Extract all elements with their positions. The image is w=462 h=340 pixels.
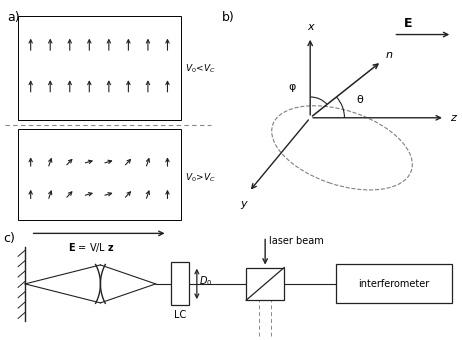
Text: laser beam: laser beam <box>269 236 324 246</box>
Text: $\mathbf{E}$: $\mathbf{E}$ <box>403 17 413 30</box>
Text: n: n <box>385 50 392 60</box>
Text: interferometer: interferometer <box>359 279 430 289</box>
Text: θ: θ <box>357 95 364 105</box>
Text: $V_0\!<\!V_C$: $V_0\!<\!V_C$ <box>185 63 216 75</box>
Text: c): c) <box>3 232 15 245</box>
Text: $\mathbf{E}$ = V/L $\mathbf{z}$: $\mathbf{E}$ = V/L $\mathbf{z}$ <box>68 241 115 254</box>
Text: φ: φ <box>288 82 296 92</box>
Bar <box>246 268 284 300</box>
Text: $V_0\!>\!V_C$: $V_0\!>\!V_C$ <box>185 172 216 184</box>
Text: y: y <box>241 199 247 209</box>
Text: z: z <box>450 113 456 123</box>
Text: b): b) <box>222 12 235 24</box>
Bar <box>18 129 181 220</box>
Bar <box>171 262 189 305</box>
Text: a): a) <box>7 12 19 24</box>
Text: x: x <box>307 22 314 32</box>
Text: LC: LC <box>174 310 186 320</box>
Text: $D_0$: $D_0$ <box>199 274 212 288</box>
Bar <box>18 16 181 120</box>
Bar <box>336 265 452 303</box>
